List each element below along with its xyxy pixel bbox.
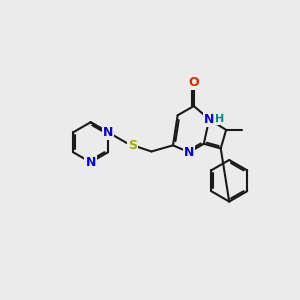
Text: N: N (204, 113, 214, 126)
Text: N: N (103, 126, 113, 139)
Text: H: H (214, 114, 224, 124)
Text: S: S (128, 139, 137, 152)
Text: O: O (188, 76, 199, 89)
Text: N: N (184, 146, 194, 159)
Text: N: N (85, 156, 96, 169)
